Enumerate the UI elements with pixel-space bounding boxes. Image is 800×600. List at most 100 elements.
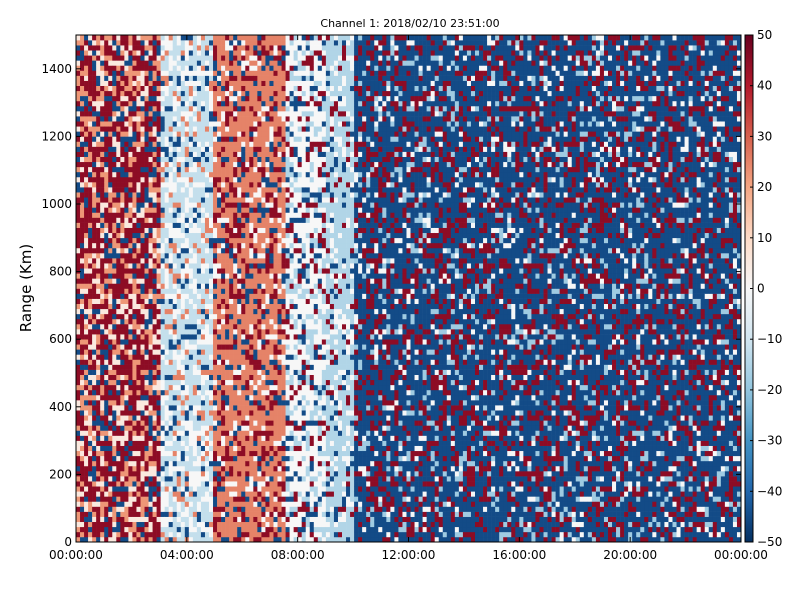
heatmap-cell <box>156 90 161 97</box>
heatmap-cell <box>229 116 234 122</box>
heatmap-cell <box>168 313 174 320</box>
heatmap-cell <box>124 430 129 436</box>
heatmap-cell <box>176 70 182 76</box>
heatmap-cell <box>180 496 186 502</box>
heatmap-cell <box>160 501 165 507</box>
heatmap-cell <box>217 531 222 538</box>
heatmap-cell <box>104 65 109 71</box>
heatmap-cell <box>96 415 101 421</box>
heatmap-cell <box>249 278 254 284</box>
heatmap-cell <box>176 308 182 315</box>
heatmap-cell <box>124 258 129 264</box>
heatmap-cell <box>84 384 89 391</box>
heatmap-cell <box>180 349 186 355</box>
heatmap-cell <box>164 227 169 234</box>
heatmap-cell <box>196 176 202 183</box>
heatmap-cell <box>237 80 242 86</box>
heatmap-cell <box>100 536 105 543</box>
heatmap-cell <box>128 242 133 249</box>
heatmap-cell <box>136 430 141 436</box>
heatmap-cell <box>192 318 198 325</box>
heatmap-cell <box>120 121 125 127</box>
heatmap-cell <box>204 471 210 477</box>
heatmap-cell <box>168 85 174 92</box>
heatmap-cell <box>112 192 117 198</box>
heatmap-cell <box>221 323 226 330</box>
heatmap-cell <box>261 329 266 335</box>
heatmap-cell <box>160 273 165 279</box>
heatmap-cell <box>241 151 246 157</box>
heatmap-cell <box>241 389 246 396</box>
heatmap-cell <box>257 70 262 76</box>
heatmap-cell <box>156 247 161 254</box>
heatmap-cell <box>261 85 266 92</box>
heatmap-cell <box>104 253 109 259</box>
heatmap-cell <box>184 526 190 533</box>
heatmap-cell <box>188 40 194 46</box>
heatmap-cell <box>96 192 101 198</box>
heatmap-cell <box>168 105 174 112</box>
heatmap-cell <box>144 187 149 193</box>
heatmap-cell <box>217 217 222 223</box>
heatmap-cell <box>152 516 157 523</box>
heatmap-cell <box>104 521 109 528</box>
heatmap-cell <box>76 141 81 147</box>
heatmap-cell <box>249 100 254 107</box>
heatmap-cell <box>112 394 117 401</box>
heatmap-cell <box>180 60 186 66</box>
heatmap-cell <box>144 222 149 228</box>
heatmap-cell <box>140 171 145 178</box>
heatmap-cell <box>120 60 125 66</box>
heatmap-cell <box>108 136 113 142</box>
heatmap-cell <box>164 85 169 92</box>
heatmap-cell <box>213 55 218 61</box>
heatmap-cell <box>257 318 262 325</box>
heatmap-cell <box>265 136 270 142</box>
heatmap-cell <box>160 156 165 163</box>
heatmap-cell <box>229 293 234 299</box>
heatmap-cell <box>249 182 254 188</box>
heatmap-cell <box>120 45 125 51</box>
heatmap-cell <box>92 65 97 71</box>
heatmap-cell <box>196 268 202 274</box>
heatmap-cell <box>104 526 109 533</box>
heatmap-cell <box>192 55 198 61</box>
heatmap-cell <box>144 536 149 543</box>
heatmap-cell <box>196 141 202 147</box>
heatmap-cell <box>237 156 242 163</box>
heatmap-cell <box>164 100 169 107</box>
heatmap-cell <box>269 176 274 183</box>
heatmap-cell <box>176 136 182 142</box>
heatmap-cell <box>172 156 178 163</box>
heatmap-cell <box>245 491 250 497</box>
heatmap-cell <box>104 425 109 431</box>
heatmap-cell <box>200 349 206 355</box>
heatmap-cell <box>180 344 186 350</box>
heatmap-cell <box>241 141 246 147</box>
heatmap-cell <box>176 445 182 452</box>
heatmap-cell <box>269 136 274 142</box>
heatmap-cell <box>261 526 266 533</box>
heatmap-cell <box>196 258 202 264</box>
heatmap-cell <box>164 278 169 284</box>
heatmap-cell <box>269 496 274 502</box>
heatmap-cell <box>140 95 145 102</box>
heatmap-cell <box>204 283 210 289</box>
heatmap-cell <box>257 273 262 279</box>
heatmap-cell <box>172 75 178 81</box>
heatmap-cell <box>100 90 105 97</box>
heatmap-cell <box>241 75 246 81</box>
heatmap-cell <box>196 384 202 391</box>
heatmap-cell <box>104 283 109 289</box>
heatmap-cell <box>241 400 246 406</box>
heatmap-cell <box>144 45 149 51</box>
heatmap-cell <box>192 227 198 234</box>
heatmap-cell <box>172 394 178 401</box>
heatmap-cell <box>229 207 234 213</box>
heatmap-cell <box>100 496 105 502</box>
heatmap-cell <box>124 171 129 178</box>
heatmap-cell <box>116 70 121 76</box>
heatmap-cell <box>140 90 145 97</box>
heatmap-cell <box>144 288 149 294</box>
heatmap-cell <box>265 531 270 538</box>
